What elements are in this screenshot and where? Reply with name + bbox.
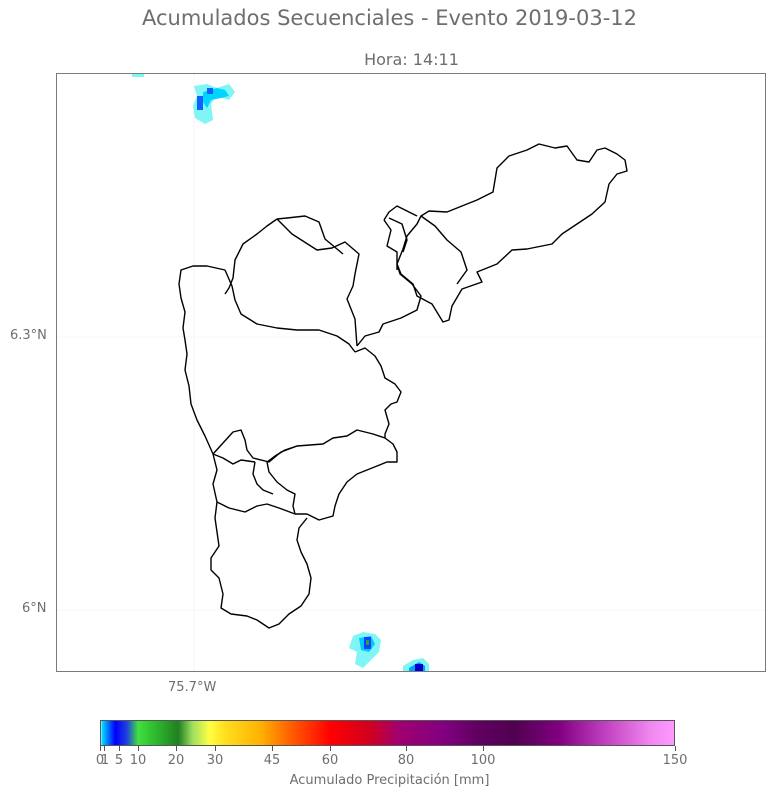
municipality-boundaries bbox=[178, 143, 628, 629]
cbar-tick bbox=[675, 746, 676, 751]
cbar-tick-label: 1 bbox=[100, 753, 110, 768]
cbar-tick-label: 45 bbox=[263, 753, 281, 768]
cbar-tick-label: 60 bbox=[321, 753, 339, 768]
map-svg bbox=[57, 74, 765, 671]
cbar-tick bbox=[176, 746, 177, 751]
colorbar-label: Acumulado Precipitación [mm] bbox=[289, 773, 490, 788]
cbar-tick bbox=[138, 746, 139, 751]
cbar-tick bbox=[104, 746, 105, 751]
lat-label-6-3n: 6.3°N bbox=[10, 328, 47, 343]
cbar-tick-label: 10 bbox=[129, 753, 147, 768]
cbar-tick-label: 0 bbox=[95, 753, 105, 768]
chart-subtitle: Hora: 14:11 bbox=[364, 50, 459, 69]
cbar-tick bbox=[100, 746, 101, 751]
precip-patch-south-1 bbox=[349, 632, 381, 668]
cbar-tick-label: 5 bbox=[114, 753, 124, 768]
precip-patch-south-2 bbox=[403, 658, 429, 671]
cbar-tick bbox=[483, 746, 484, 751]
cbar-tick bbox=[406, 746, 407, 751]
cbar-tick-label: 20 bbox=[167, 753, 185, 768]
chart-title: Acumulados Secuenciales - Evento 2019-03… bbox=[141, 6, 638, 30]
cbar-tick bbox=[272, 746, 273, 751]
cbar-tick-label: 150 bbox=[662, 753, 688, 768]
cbar-tick bbox=[330, 746, 331, 751]
cbar-tick-label: 30 bbox=[206, 753, 224, 768]
lon-label-75-7w: 75.7°W bbox=[168, 680, 217, 695]
map-panel bbox=[56, 73, 766, 672]
lat-label-6n: 6°N bbox=[22, 601, 47, 616]
cbar-tick bbox=[215, 746, 216, 751]
cbar-tick-label: 100 bbox=[470, 753, 496, 768]
colorbar bbox=[100, 720, 675, 746]
cbar-tick bbox=[119, 746, 120, 751]
precip-patch-north bbox=[132, 74, 235, 124]
cbar-tick-label: 80 bbox=[397, 753, 415, 768]
